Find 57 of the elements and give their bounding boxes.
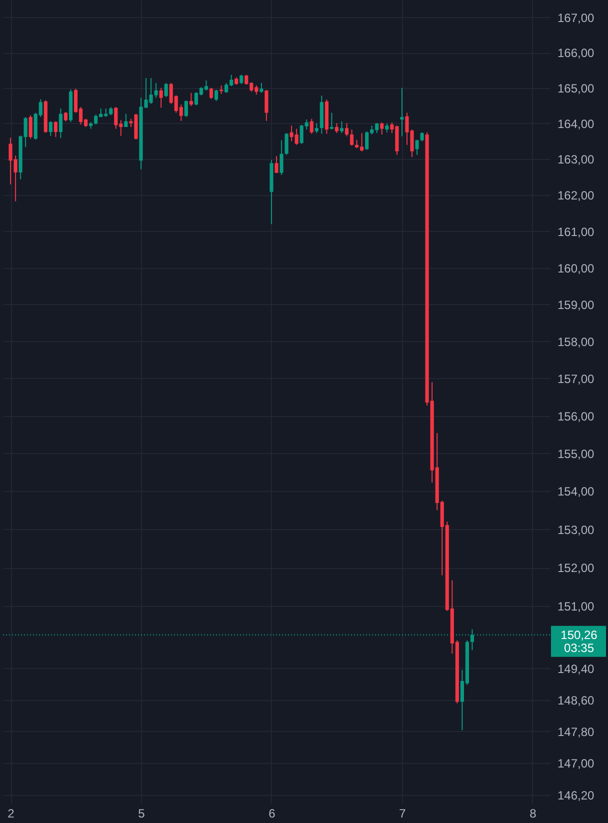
candlestick [184,100,188,118]
text: 03:35 [564,640,594,655]
x-tick-label: 6 [268,806,276,820]
candlestick [64,112,68,122]
y-tick-label: 159,00 [558,298,595,312]
y-tick-label: 157,00 [558,372,595,386]
candlestick [380,122,384,135]
candlestick [58,108,62,139]
candlestick [189,92,193,106]
x-tick-label: 2 [8,806,15,820]
candlestick [48,120,52,136]
candlestick [264,90,268,122]
candlestick [340,120,344,134]
y-tick-label: 148,60 [558,693,595,708]
candlestick [54,120,58,138]
candlestick [124,113,128,128]
candlestick [310,118,314,134]
candlestick [400,87,404,137]
y-tick-label: 149,40 [558,662,595,676]
y-tick-label: 154,00 [558,484,595,499]
y-tick-label: 162,00 [558,188,595,203]
y-tick-label: 156,00 [558,409,595,424]
candlestick [280,140,284,176]
y-tick-label: 151,00 [558,600,595,614]
candlestick [159,87,163,108]
candlestick [344,122,349,137]
y-tick-label: 166,00 [558,46,595,60]
x-tick-label: 5 [138,806,146,820]
candlestick [164,82,168,98]
candlestick [415,139,419,156]
y-tick-label: 158,00 [558,334,595,349]
candlestick [240,74,244,85]
candlestick [314,122,318,134]
candlestick [260,82,264,94]
y-tick-label: 167,00 [558,10,595,25]
x-tick-label: 7 [399,806,406,820]
y-tick-label: 152,00 [558,561,595,576]
candlestick [274,155,278,174]
y-tick-label: 164,00 [558,116,595,131]
y-tick-label: 165,00 [558,81,595,96]
y-tick-label: 155,00 [558,446,595,461]
candlestick [209,87,214,100]
y-tick-label: 161,00 [558,224,595,239]
candlestick [334,122,339,134]
candlestick [350,128,354,146]
candlestick [214,89,218,102]
candlestick [330,112,334,130]
y-tick-label: 153,00 [558,522,595,537]
ref-line-label: 150,26 [560,628,598,642]
y-tick-label: 147,00 [558,756,595,771]
y-tick-label: 146,20 [558,788,595,802]
candlestick [28,114,32,140]
y-tick-label: 147,80 [558,724,595,739]
candlestick [284,132,288,156]
y-tick-label: 160,00 [558,261,595,276]
y-tick-label: 163,00 [558,152,595,167]
x-tick-label: 8 [530,806,537,820]
